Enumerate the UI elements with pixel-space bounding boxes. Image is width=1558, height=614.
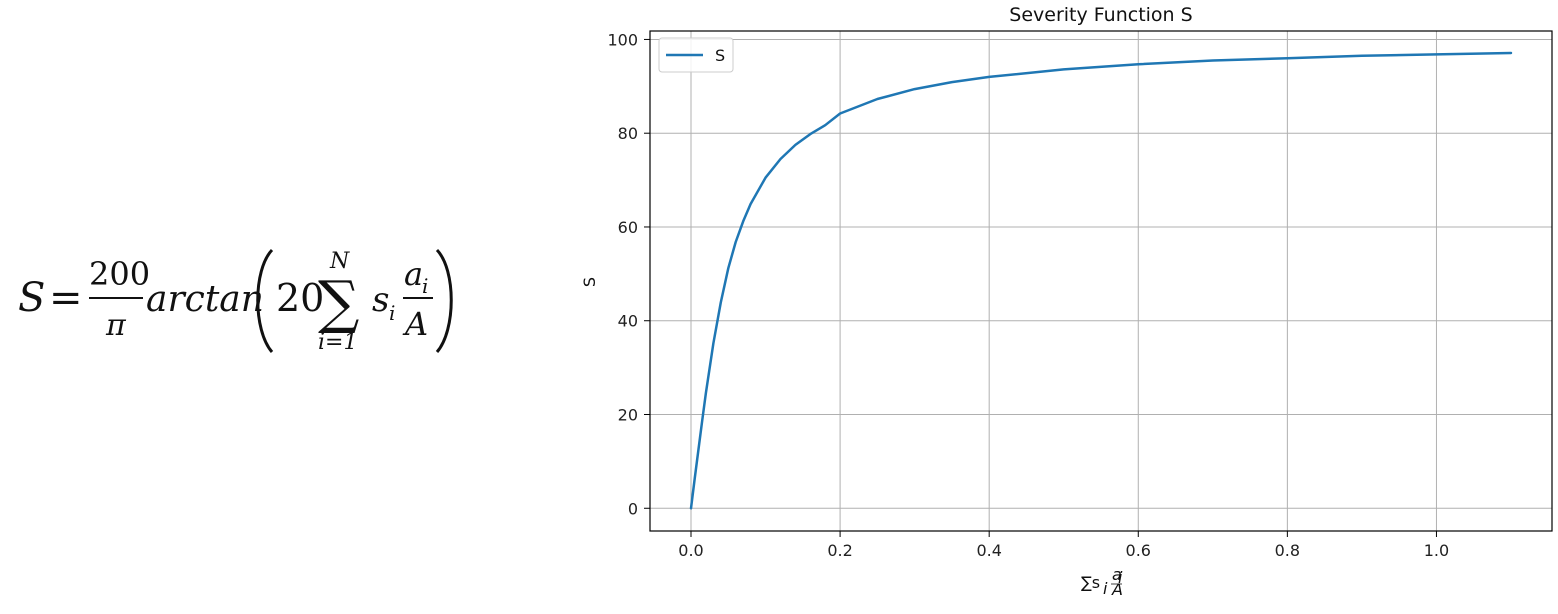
formula-term-s-sub: i bbox=[389, 301, 395, 325]
formula-term-s: s bbox=[372, 280, 389, 320]
plot-frame bbox=[649, 30, 1553, 532]
grid-layer bbox=[650, 31, 1552, 531]
formula-right-paren bbox=[435, 248, 453, 353]
x-tick-label: 0.8 bbox=[1275, 541, 1300, 560]
legend: S bbox=[658, 37, 734, 73]
chart-title: Severity Function S bbox=[1009, 4, 1192, 26]
tick-layer: 0.0 0.2 0.4 0.6 0.8 1.0 0 20 40 60 80 100 bbox=[607, 30, 1449, 560]
formula-equals: = bbox=[49, 275, 83, 321]
legend-label: S bbox=[715, 46, 725, 65]
x-axis-label-frac-num-sub: i bbox=[1118, 568, 1123, 587]
formula-frac-num-sub: i bbox=[422, 274, 428, 298]
series-line-s bbox=[689, 51, 1513, 510]
x-tick-label: 0.4 bbox=[976, 541, 1001, 560]
x-axis-label-frac-den: A bbox=[1111, 580, 1123, 599]
formula-sum-upper: N bbox=[329, 249, 350, 274]
y-tick-label: 40 bbox=[618, 312, 638, 331]
x-axis-label-sub: i bbox=[1103, 579, 1108, 598]
y-tick-label: 80 bbox=[618, 124, 638, 143]
y-tick-label: 100 bbox=[607, 30, 638, 49]
formula-left-paren bbox=[256, 248, 274, 353]
x-tick-label: 0.2 bbox=[827, 541, 852, 560]
x-tick-label: 0.6 bbox=[1126, 541, 1151, 560]
series-layer bbox=[689, 51, 1513, 510]
y-tick-label: 60 bbox=[618, 218, 638, 237]
formula-sum-symbol: ∑ bbox=[318, 268, 359, 336]
x-axis-label-frac-num: a bbox=[1112, 565, 1122, 584]
formula-frac-den: A bbox=[402, 305, 428, 343]
formula-coefficient: 20 bbox=[276, 276, 324, 320]
formula-denominator: π bbox=[105, 308, 127, 343]
y-tick-label: 20 bbox=[618, 405, 638, 424]
x-axis-label: ∑s i a i A bbox=[1081, 565, 1123, 599]
formula-function: arctan bbox=[146, 279, 264, 320]
x-tick-label: 1.0 bbox=[1424, 541, 1449, 560]
formula-panel: S = 200 π arctan 20 N ∑ i=1 s i a i A bbox=[18, 248, 453, 355]
formula-sum-lower: i=1 bbox=[318, 330, 357, 355]
formula-lhs: S bbox=[18, 275, 45, 321]
formula-numerator: 200 bbox=[89, 255, 150, 293]
x-tick-label: 0.0 bbox=[678, 541, 703, 560]
y-tick-label: 0 bbox=[628, 499, 638, 518]
y-axis-label: S bbox=[580, 277, 599, 287]
x-axis-label-main: ∑s bbox=[1081, 573, 1100, 592]
formula-frac-num: a bbox=[404, 255, 423, 293]
